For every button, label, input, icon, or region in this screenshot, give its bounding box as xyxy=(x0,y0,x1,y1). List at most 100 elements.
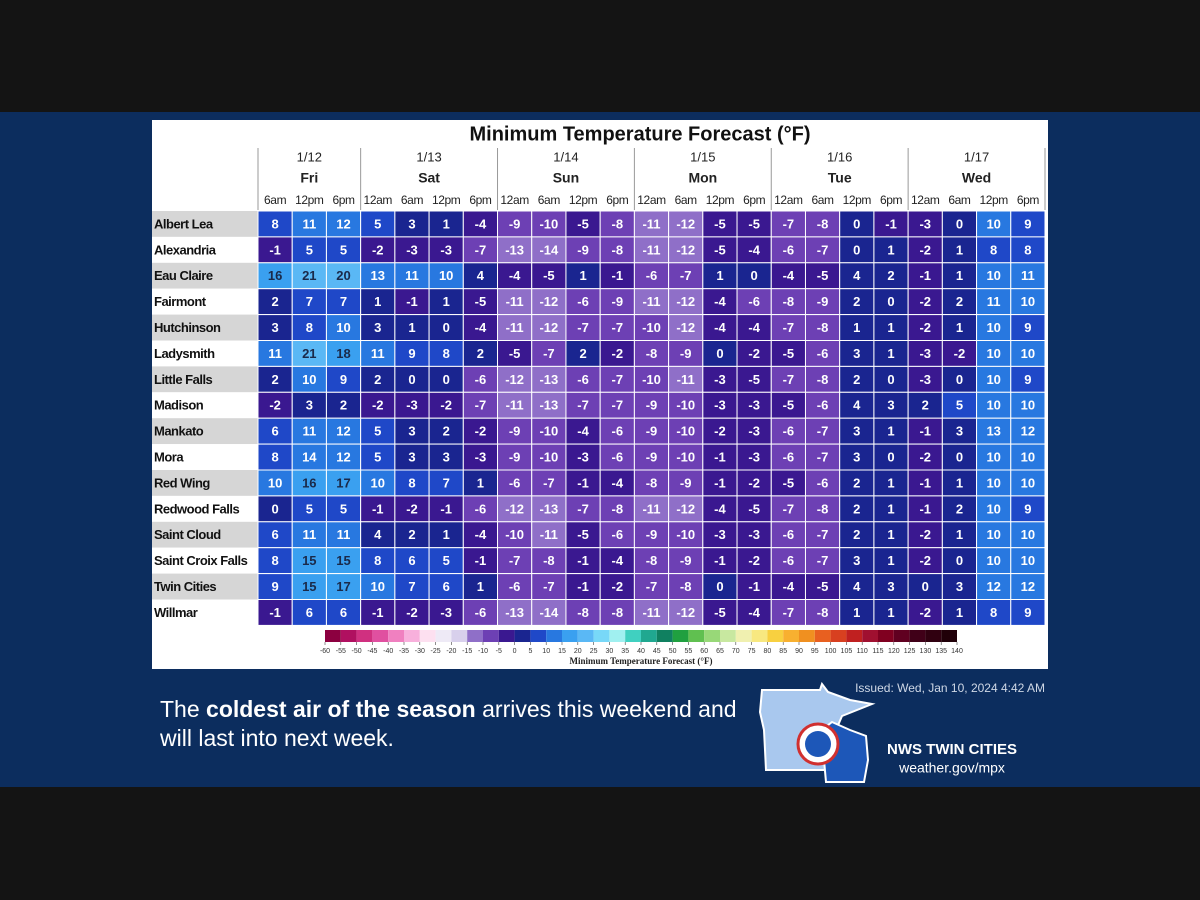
colorbar-tick-label: 65 xyxy=(716,648,724,655)
cell-value: -7 xyxy=(577,398,589,413)
day-label: Mon xyxy=(688,170,717,186)
cell-value: -7 xyxy=(509,553,521,568)
cell-value: 10 xyxy=(1021,553,1035,568)
cell xyxy=(599,417,635,445)
cell-value: -8 xyxy=(612,216,624,231)
cell-value: 6 xyxy=(271,527,278,542)
cell xyxy=(291,391,327,419)
cell xyxy=(702,340,738,367)
colorbar-tick-label: -45 xyxy=(367,648,377,655)
cell-value: -4 xyxy=(475,527,487,542)
cell-value: -12 xyxy=(676,216,695,231)
cell-value: -7 xyxy=(612,372,624,387)
colorbar-swatch xyxy=(641,630,657,642)
cell-value: -13 xyxy=(539,398,558,413)
colorbar-swatch xyxy=(404,630,420,642)
cell xyxy=(497,521,533,549)
state-map xyxy=(758,681,876,783)
cell-value: -2 xyxy=(919,242,931,257)
office-url: weather.gov/mpx xyxy=(898,760,1005,776)
cell xyxy=(257,288,293,316)
cell-value: -1 xyxy=(919,268,931,283)
cell-value: -6 xyxy=(783,553,795,568)
colorbar-tick-label: 85 xyxy=(779,648,787,655)
cell xyxy=(633,365,670,393)
cell-value: -7 xyxy=(783,372,795,387)
cell-value: -3 xyxy=(406,242,418,257)
colorbar-tick-label: 70 xyxy=(732,648,740,655)
cell-value: 13 xyxy=(371,268,385,283)
cell xyxy=(325,547,362,575)
cell-value: -3 xyxy=(475,449,487,464)
colorbar-swatch xyxy=(372,630,389,642)
cell xyxy=(1010,573,1046,600)
cell xyxy=(394,365,430,393)
cell-value: -3 xyxy=(440,242,452,257)
cell xyxy=(325,262,362,290)
cell-value: 9 xyxy=(1024,501,1031,516)
cell-value: 1 xyxy=(887,475,894,490)
colorbar-swatch xyxy=(325,630,341,642)
cell xyxy=(941,495,978,523)
cell xyxy=(770,547,806,575)
day-label: Fri xyxy=(300,170,318,186)
cell-value: -7 xyxy=(783,320,795,335)
cell xyxy=(907,340,943,367)
cell-value: -5 xyxy=(577,216,589,231)
cell-value: 10 xyxy=(986,320,1000,335)
cell-value: 17 xyxy=(336,579,350,594)
cell-value: -6 xyxy=(577,294,589,309)
cell-value: -5 xyxy=(748,216,760,231)
cell-value: -3 xyxy=(440,605,452,620)
cell-value: 9 xyxy=(340,372,347,387)
cell xyxy=(497,547,533,575)
cell xyxy=(1010,469,1046,497)
cell-value: -9 xyxy=(509,449,521,464)
cell-value: -1 xyxy=(748,579,760,594)
cell-value: -6 xyxy=(612,449,624,464)
cell xyxy=(565,547,601,575)
cell-value: 8 xyxy=(443,346,450,361)
cell-value: -1 xyxy=(269,242,281,257)
row-label-bg xyxy=(152,392,258,419)
cell-value: 1 xyxy=(887,242,894,257)
cell-value: 0 xyxy=(716,579,723,594)
cell-value: 1 xyxy=(887,527,894,542)
cell-value: 0 xyxy=(443,320,450,335)
cell-value: -3 xyxy=(406,398,418,413)
cell-value: 1 xyxy=(374,294,381,309)
cell xyxy=(531,314,567,342)
colorbar-swatch xyxy=(609,630,626,642)
cell-value: 8 xyxy=(374,553,381,568)
cell-value: 10 xyxy=(1021,346,1035,361)
cell-value: 12 xyxy=(986,579,1000,594)
time-label: 12pm xyxy=(706,193,735,207)
cell-value: 2 xyxy=(443,424,450,439)
cell-value: -9 xyxy=(577,242,589,257)
cell-value: -1 xyxy=(885,216,897,231)
cell-value: -7 xyxy=(817,527,829,542)
cell-value: -3 xyxy=(714,372,726,387)
colorbar-tick-label: 80 xyxy=(764,648,772,655)
date-label: 1/14 xyxy=(553,149,578,164)
cell-value: 3 xyxy=(887,579,894,594)
colorbar-swatch xyxy=(846,630,863,642)
cell xyxy=(257,262,293,290)
cell-value: 3 xyxy=(408,216,415,231)
cell-value: -8 xyxy=(543,553,555,568)
colorbar-tick-label: 105 xyxy=(841,648,853,655)
cell-value: 6 xyxy=(340,605,347,620)
cell-value: 4 xyxy=(853,268,861,283)
cell-value: 1 xyxy=(956,242,963,257)
cell-value: -9 xyxy=(646,398,658,413)
cell xyxy=(804,495,841,523)
cell-value: 10 xyxy=(1021,449,1035,464)
row-label-bg xyxy=(152,262,258,289)
cell xyxy=(839,469,875,497)
row-label: Mora xyxy=(154,449,184,464)
cell-value: -9 xyxy=(509,216,521,231)
colorbar-swatch xyxy=(419,630,436,642)
cell xyxy=(1010,236,1046,264)
row-label: Albert Lea xyxy=(154,216,214,231)
